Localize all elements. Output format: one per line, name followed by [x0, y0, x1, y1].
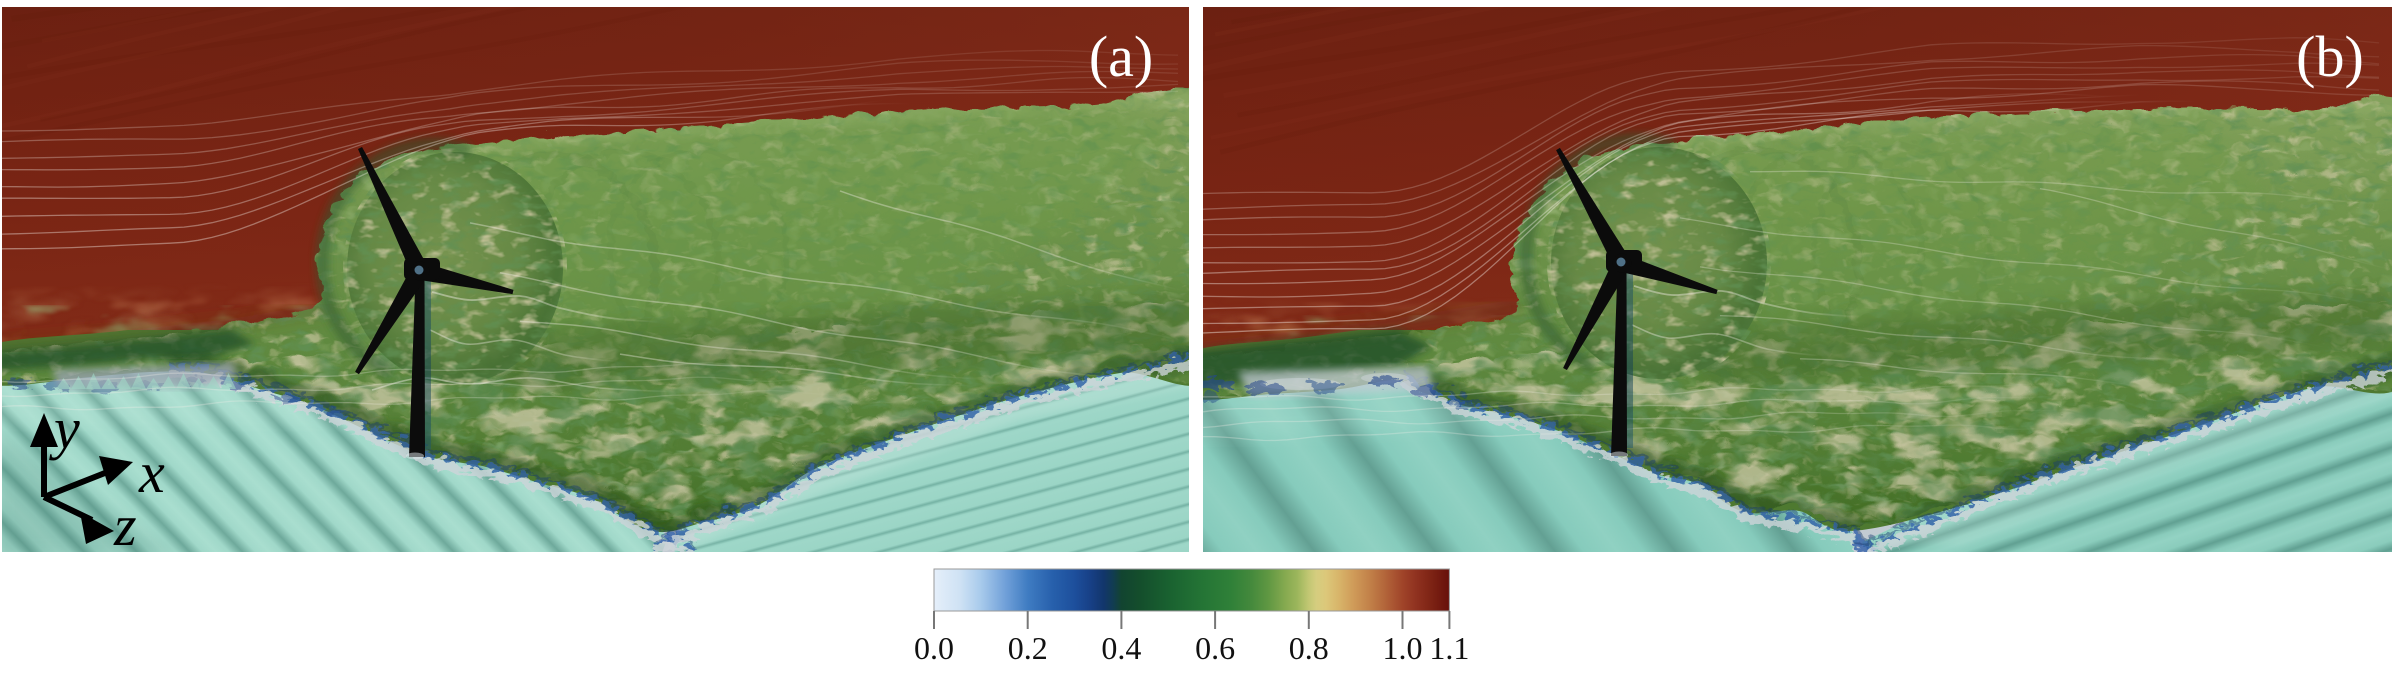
- svg-text:(b): (b): [2296, 24, 2364, 89]
- svg-text:z: z: [113, 493, 137, 558]
- svg-text:0.6: 0.6: [1195, 630, 1235, 666]
- svg-text:0.0: 0.0: [914, 630, 954, 666]
- svg-text:0.8: 0.8: [1289, 630, 1329, 666]
- svg-text:y: y: [49, 396, 80, 461]
- svg-text:0.4: 0.4: [1101, 630, 1141, 666]
- svg-text:0.2: 0.2: [1008, 630, 1048, 666]
- svg-text:1.0: 1.0: [1383, 630, 1423, 666]
- svg-text:(a): (a): [1089, 24, 1153, 89]
- svg-text:x: x: [138, 440, 165, 505]
- svg-text:1.1: 1.1: [1429, 630, 1469, 666]
